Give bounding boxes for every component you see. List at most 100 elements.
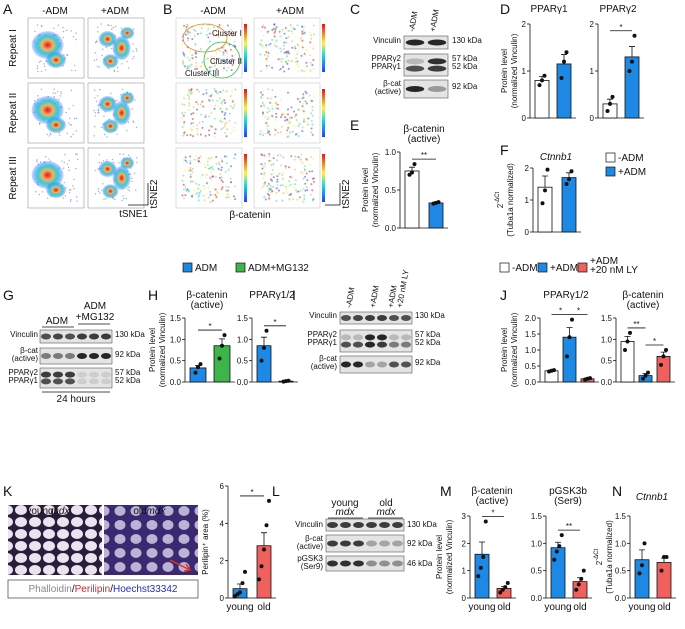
tsne-dot xyxy=(277,131,280,134)
tsne-dot xyxy=(286,129,289,132)
tsne-dot xyxy=(312,180,315,183)
tsne-dot xyxy=(267,107,270,110)
blot-band xyxy=(388,361,400,368)
tsne-dot xyxy=(265,53,268,56)
y-tick-label: 1.5 xyxy=(237,314,249,323)
x-tick-label: young xyxy=(628,602,655,613)
tsne-dot xyxy=(271,88,274,91)
tsne-dot xyxy=(294,115,297,118)
blot-label: (Ser9) xyxy=(301,562,324,571)
tsne-dot xyxy=(262,185,265,188)
tsne-dot xyxy=(189,176,192,179)
tsne-dot xyxy=(67,166,70,169)
tsne-dot xyxy=(189,160,192,163)
tsne-dot xyxy=(273,133,276,136)
tsne-dot xyxy=(36,24,39,26)
blot-band xyxy=(88,353,100,359)
tsne-dot xyxy=(271,168,274,171)
tsne-dot xyxy=(266,111,269,114)
blot-label: (active) xyxy=(375,87,402,96)
tsne-dot xyxy=(232,126,235,129)
tsne-dot xyxy=(232,107,235,110)
tsne-dot xyxy=(113,70,116,73)
micrograph xyxy=(8,505,102,575)
tsne-dot xyxy=(271,66,274,69)
tsne-dot xyxy=(305,172,308,175)
tsne-dot xyxy=(283,51,286,54)
data-point xyxy=(436,200,441,205)
density xyxy=(31,96,64,124)
tsne-dot xyxy=(120,27,123,29)
error-bar xyxy=(479,541,485,555)
tsne-dot xyxy=(265,122,268,125)
stain-label: / xyxy=(72,584,75,595)
tsne-dot xyxy=(279,154,282,157)
density xyxy=(112,166,131,190)
data-point xyxy=(659,362,663,367)
tsne-dot xyxy=(199,48,202,51)
density xyxy=(112,36,131,60)
y-axis-label: (normalized Vinculin) xyxy=(158,312,167,387)
blot-band xyxy=(100,371,112,378)
tsne-dot xyxy=(305,102,308,105)
blot-band xyxy=(392,540,403,547)
tsne-dot xyxy=(201,174,204,177)
blot-band xyxy=(353,522,364,528)
blot-label: (active) xyxy=(297,542,324,551)
tsne-dot xyxy=(185,25,188,28)
tsne-dot xyxy=(274,129,277,132)
column-label: -ADM xyxy=(200,6,226,17)
chart-title: β-catenin xyxy=(403,124,444,135)
tsne-dot xyxy=(211,199,214,202)
tsne-dot xyxy=(136,157,138,159)
chart-title: pGSK3b xyxy=(549,486,587,497)
tsne-dot xyxy=(189,127,192,130)
tsne-dot xyxy=(68,108,71,110)
legend-label: +20 nM LY xyxy=(590,265,638,276)
tsne-dot xyxy=(267,30,270,33)
chart-title: PPARγ1 xyxy=(530,4,567,15)
tsne-dot xyxy=(191,54,194,57)
tsne-dot xyxy=(209,157,212,160)
tsne-dot xyxy=(300,153,303,156)
bar xyxy=(256,345,272,383)
axis-label: tSNE2 xyxy=(341,179,352,208)
tsne-dot xyxy=(260,70,263,73)
tsne-dot xyxy=(203,199,206,202)
tsne-dot xyxy=(308,163,311,166)
tsne-dot xyxy=(278,58,281,61)
tsne-dot xyxy=(287,59,290,62)
data-point xyxy=(552,368,556,373)
tsne-dot xyxy=(216,58,219,61)
tsne-dot xyxy=(276,103,279,106)
y-axis-label: (normalized Vinculin) xyxy=(371,152,380,227)
tsne-dot xyxy=(214,193,217,196)
tsne-dot xyxy=(208,32,211,35)
density xyxy=(46,117,66,133)
tsne-dot xyxy=(285,37,288,40)
tsne-dot xyxy=(105,46,108,49)
tsne-dot xyxy=(204,166,207,169)
data-point xyxy=(540,78,544,83)
blot-strip xyxy=(325,534,405,553)
tsne-dot xyxy=(135,189,137,191)
lane-label: +ADM xyxy=(428,8,441,32)
tsne-dot xyxy=(285,132,288,135)
y-tick-label: 0.0 xyxy=(531,594,543,603)
y-axis-label: (Tuba1a normalized) xyxy=(506,163,515,237)
tsne-dot xyxy=(223,125,226,128)
tsne-dot xyxy=(216,46,219,49)
tsne-dot xyxy=(37,70,39,73)
tsne-dot xyxy=(297,64,300,67)
blot-band xyxy=(352,341,364,348)
bar xyxy=(656,562,672,599)
data-point xyxy=(628,330,632,335)
tsne-dot xyxy=(108,67,110,70)
tsne-dot xyxy=(299,189,302,192)
tsne-dot xyxy=(189,64,192,67)
tsne-dot xyxy=(188,34,191,37)
tsne-dot xyxy=(292,125,295,128)
tsne-dot xyxy=(206,163,209,166)
stain-label: Hoechst33342 xyxy=(113,584,178,595)
tsne-dot xyxy=(301,30,304,33)
